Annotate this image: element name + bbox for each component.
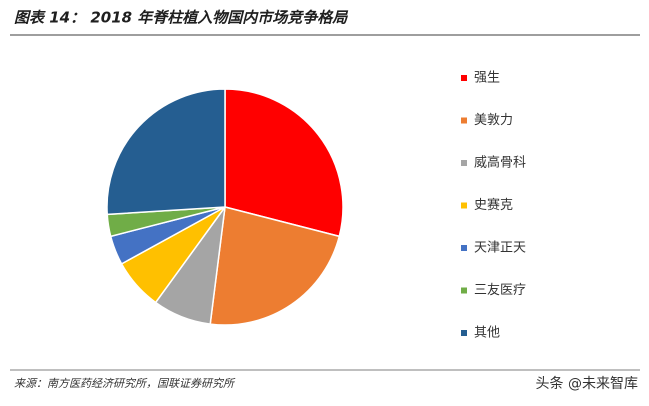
- legend-swatch: [461, 202, 467, 209]
- legend-swatch: [461, 287, 467, 294]
- legend-label: 史赛克: [474, 197, 513, 213]
- source: 来源：南方医药经济研究所，国联证券研究所: [14, 377, 236, 390]
- pie-slice: [209, 206, 341, 326]
- watermark: 头条 @未来智库: [536, 375, 638, 392]
- chart-title: 图表 14： 2018 年脊柱植入物国内市场竞争格局: [14, 9, 348, 27]
- legend-swatch: [461, 160, 467, 166]
- legend-label: 美敦力: [474, 112, 513, 128]
- legend-label: 威高骨科: [474, 155, 526, 171]
- pie-slice: [106, 88, 226, 216]
- legend-label: 强生: [474, 71, 500, 86]
- pie-slice: [224, 88, 344, 238]
- legend-swatch: [461, 330, 467, 336]
- legend-swatch: [461, 245, 467, 251]
- legend-swatch: [461, 117, 467, 124]
- legend-label: 其他: [474, 326, 500, 341]
- legend-swatch: [461, 75, 467, 81]
- legend-label: 三友医疗: [474, 282, 526, 298]
- legend-label: 天津正天: [474, 241, 526, 256]
